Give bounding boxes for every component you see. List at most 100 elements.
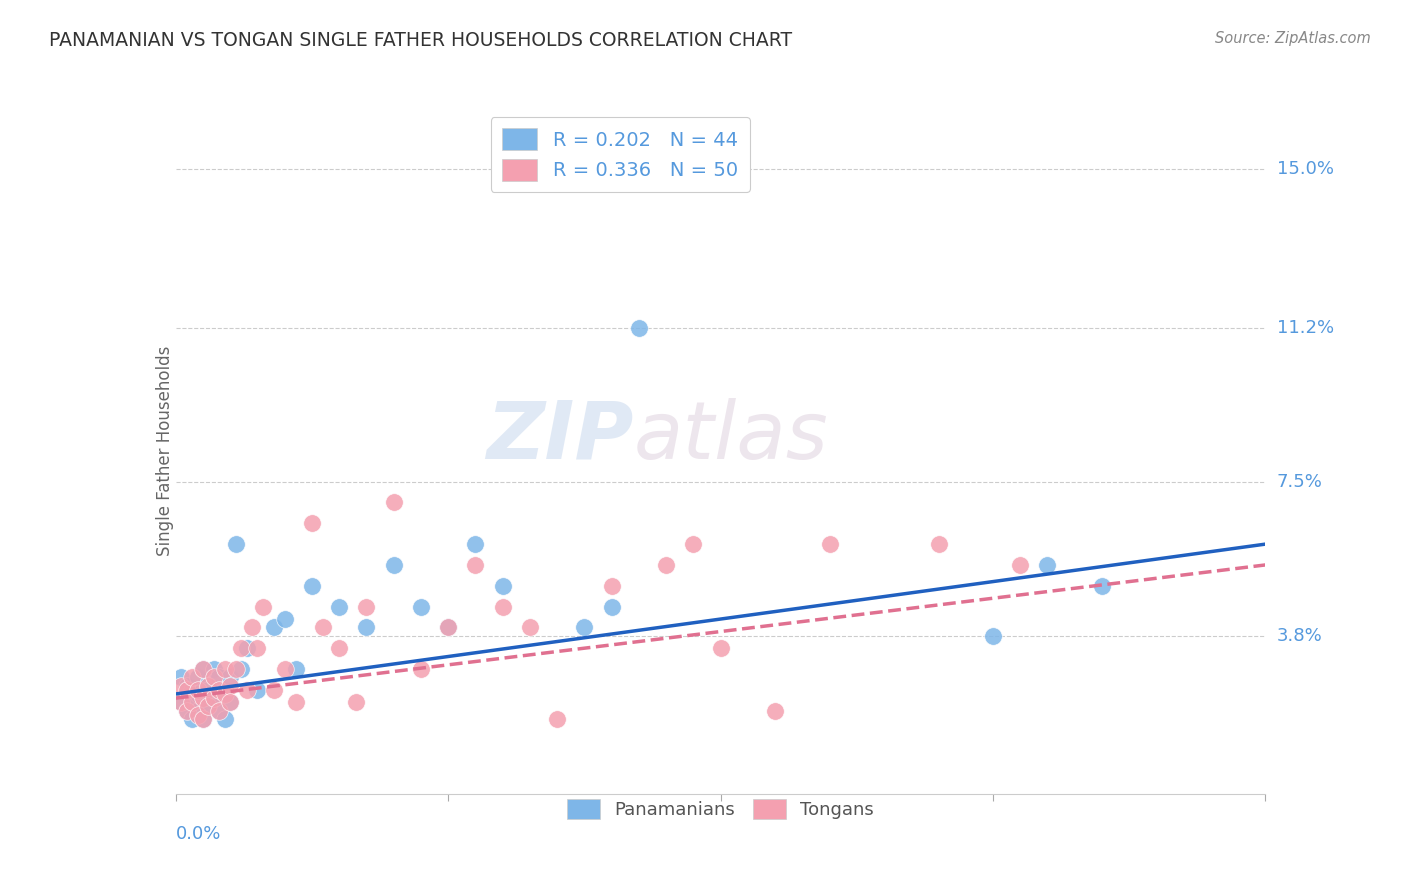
Point [202,670,225,684]
Point [202,662,225,676]
Point [240,620,263,634]
Text: 3.8%: 3.8% [1277,627,1322,645]
Point [284,695,307,709]
Point [197,679,219,693]
Point [176,704,198,718]
Point [181,670,204,684]
Point [197,699,219,714]
Point [186,670,209,684]
Point [225,662,247,676]
Point [409,662,432,676]
Point [176,679,198,693]
Point [191,662,214,676]
Point [328,641,350,656]
Legend: Panamanians, Tongans: Panamanians, Tongans [560,792,882,826]
Point [627,320,650,334]
Point [710,641,733,656]
Point [600,599,623,614]
Point [191,662,214,676]
Point [356,620,378,634]
Point [225,537,247,551]
Point [981,629,1004,643]
Point [263,620,285,634]
Point [208,682,231,697]
Point [274,612,297,626]
Point [186,707,209,722]
Point [235,641,257,656]
Text: 11.2%: 11.2% [1277,318,1334,336]
Point [191,712,214,726]
Point [186,704,209,718]
Point [344,695,367,709]
Text: 7.5%: 7.5% [1277,473,1323,491]
Point [682,537,704,551]
Point [235,682,257,697]
Point [191,687,214,701]
Text: atlas: atlas [633,398,828,475]
Point [1010,558,1032,572]
Point [186,687,209,701]
Point [519,620,541,634]
Point [181,695,204,709]
Point [328,599,350,614]
Point [464,537,486,551]
Point [191,712,214,726]
Point [181,695,204,709]
Point [246,641,269,656]
Point [214,712,236,726]
Point [219,679,242,693]
Point [301,579,323,593]
Point [208,670,231,684]
Text: 15.0%: 15.0% [1277,161,1333,178]
Point [600,579,623,593]
Point [231,641,253,656]
Point [219,695,242,709]
Text: ZIP: ZIP [486,398,633,475]
Point [1091,579,1114,593]
Point [181,682,204,697]
Point [208,704,231,718]
Point [214,687,236,701]
Point [574,620,596,634]
Point [382,495,405,509]
Point [274,662,297,676]
Point [492,579,515,593]
Point [219,670,242,684]
Point [176,704,198,718]
Point [546,712,568,726]
Point [219,695,242,709]
Point [301,516,323,531]
Point [437,620,460,634]
Point [214,682,236,697]
Point [356,599,378,614]
Point [197,699,219,714]
Point [382,558,405,572]
Point [170,679,193,693]
Point [655,558,678,572]
Point [197,682,219,697]
Point [252,599,274,614]
Point [170,695,193,709]
Point [191,691,214,706]
Point [284,662,307,676]
Y-axis label: Single Father Households: Single Father Households [156,345,173,556]
Point [170,670,193,684]
Point [312,620,335,634]
Point [214,662,236,676]
Point [202,691,225,706]
Point [181,712,204,726]
Text: Source: ZipAtlas.com: Source: ZipAtlas.com [1215,31,1371,46]
Point [818,537,841,551]
Point [246,682,269,697]
Point [263,682,285,697]
Point [176,682,198,697]
Text: PANAMANIAN VS TONGAN SINGLE FATHER HOUSEHOLDS CORRELATION CHART: PANAMANIAN VS TONGAN SINGLE FATHER HOUSE… [49,31,793,50]
Point [492,599,515,614]
Point [231,662,253,676]
Point [437,620,460,634]
Point [208,704,231,718]
Point [409,599,432,614]
Point [170,695,193,709]
Point [202,691,225,706]
Point [186,682,209,697]
